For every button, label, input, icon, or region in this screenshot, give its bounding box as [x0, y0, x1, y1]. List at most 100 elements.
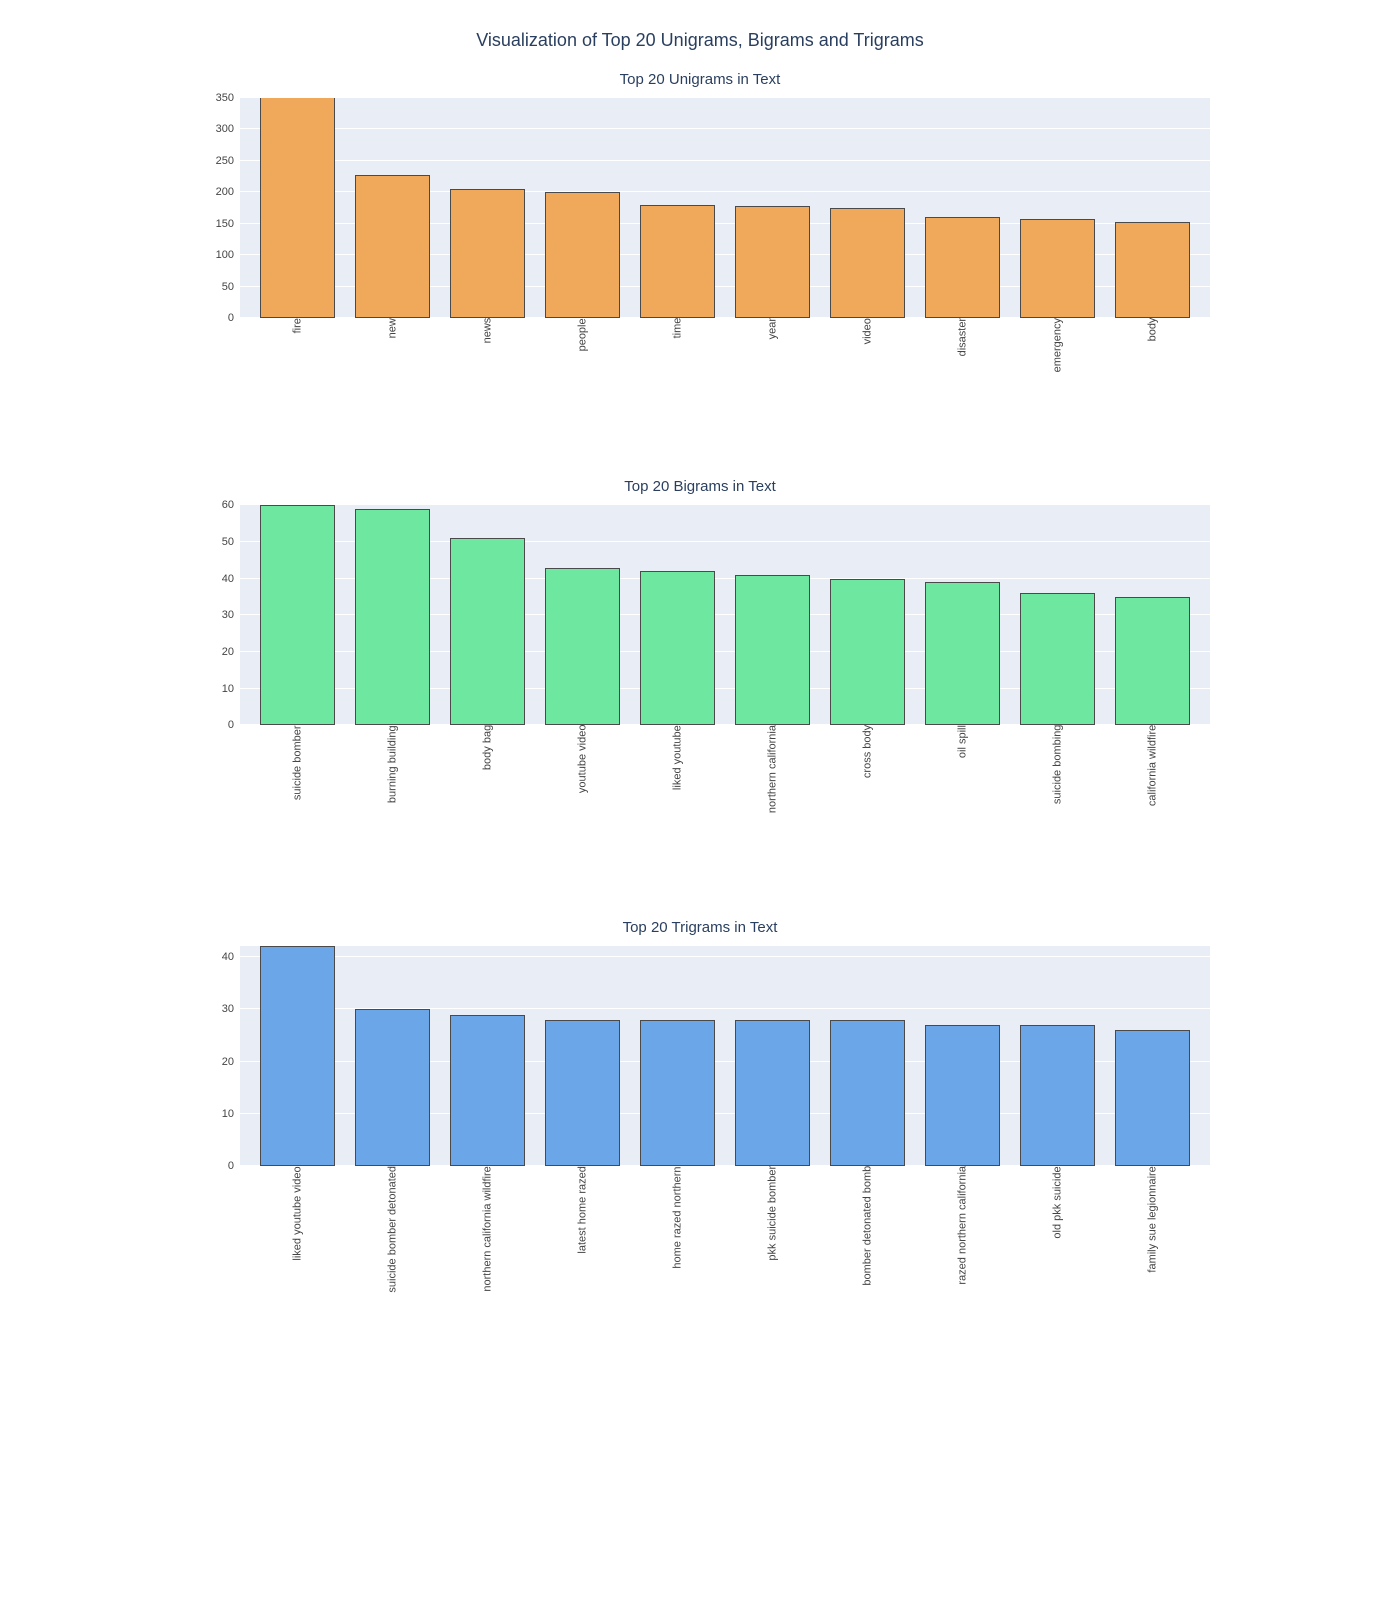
- x-tick: disaster: [925, 318, 1000, 378]
- bar: [830, 579, 905, 726]
- y-axis: 010203040: [190, 946, 240, 1166]
- x-axis: firenewnewspeopletimeyearvideodisasterem…: [240, 318, 1210, 378]
- y-tick: 0: [228, 1160, 234, 1172]
- x-axis: suicide bomber burning building body bag yo…: [240, 725, 1210, 819]
- plot-row: 010203040: [190, 946, 1210, 1166]
- bar: [640, 205, 715, 318]
- x-tick: suicide bomber detonated: [355, 1166, 430, 1299]
- bar: [735, 206, 810, 318]
- x-tick: northern california: [735, 725, 810, 819]
- y-axis: 0102030405060: [190, 505, 240, 725]
- x-tick: razed northern california: [925, 1166, 1000, 1299]
- x-tick: bomber detonated bomb: [830, 1166, 905, 1299]
- x-tick: latest home razed: [545, 1166, 620, 1299]
- bar: [640, 571, 715, 725]
- x-axis: liked youtube video suicide bomber detona…: [240, 1166, 1210, 1299]
- bar: [355, 509, 430, 725]
- y-tick: 20: [222, 646, 234, 658]
- x-tick: california wildfire: [1115, 725, 1190, 819]
- x-tick: suicide bombing: [1020, 725, 1095, 819]
- y-tick: 150: [216, 218, 234, 230]
- chart-block: Top 20 Unigrams in Text 0 50 100 150 200 250 30…: [190, 71, 1210, 378]
- plot-row: 0102030405060: [190, 505, 1210, 725]
- bar: [545, 568, 620, 726]
- x-tick: body bag: [450, 725, 525, 819]
- x-tick: time: [640, 318, 715, 378]
- main-title: Visualization of Top 20 Unigrams, Bigram…: [0, 30, 1400, 51]
- plot-area: [240, 946, 1210, 1166]
- x-tick: northern california wildfire: [450, 1166, 525, 1299]
- bar: [640, 1020, 715, 1167]
- y-tick: 50: [222, 536, 234, 548]
- chart-block: Top 20 Trigrams in Text 0 10 20 30 40 liked yo…: [190, 919, 1210, 1299]
- x-tick: cross body: [830, 725, 905, 819]
- chart-subtitle: Top 20 Unigrams in Text: [190, 71, 1210, 88]
- bar: [925, 217, 1000, 318]
- bars-group: [240, 505, 1210, 725]
- bars-group: [240, 98, 1210, 318]
- y-tick: 60: [222, 499, 234, 511]
- y-tick: 250: [216, 155, 234, 167]
- y-tick: 0: [228, 719, 234, 731]
- x-tick: news: [450, 318, 525, 378]
- y-tick: 300: [216, 123, 234, 135]
- y-tick: 20: [222, 1056, 234, 1068]
- bar: [735, 575, 810, 725]
- y-tick: 30: [222, 609, 234, 621]
- bar: [830, 208, 905, 318]
- bar: [1020, 1025, 1095, 1166]
- x-tick: family sue legionnaire: [1115, 1166, 1190, 1299]
- y-tick: 100: [216, 249, 234, 261]
- bar: [925, 582, 1000, 725]
- bar: [1115, 222, 1190, 318]
- x-tick: suicide bomber: [260, 725, 335, 819]
- plot-area: [240, 98, 1210, 318]
- chart-subtitle: Top 20 Trigrams in Text: [190, 919, 1210, 936]
- bar: [450, 1015, 525, 1167]
- y-axis: 050100150200250300350: [190, 98, 240, 318]
- x-tick: pkk suicide bomber: [735, 1166, 810, 1299]
- chart-container: Visualization of Top 20 Unigrams, Bigram…: [0, 0, 1400, 1359]
- charts-root: Top 20 Unigrams in Text05010015020025030…: [0, 71, 1400, 1299]
- x-tick: burning building: [355, 725, 430, 819]
- x-tick: people: [545, 318, 620, 378]
- bar: [355, 175, 430, 318]
- y-tick: 0: [228, 312, 234, 324]
- x-tick: old pkk suicide: [1020, 1166, 1095, 1299]
- y-tick: 40: [222, 951, 234, 963]
- chart-subtitle: Top 20 Bigrams in Text: [190, 478, 1210, 495]
- bar: [1115, 597, 1190, 725]
- chart-block: Top 20 Bigrams in Text 0 10 20 30 40 50 60 suici…: [190, 478, 1210, 819]
- x-tick: youtube video: [545, 725, 620, 819]
- bar: [830, 1020, 905, 1167]
- y-tick: 200: [216, 186, 234, 198]
- plot-area: [240, 505, 1210, 725]
- y-tick: 10: [222, 683, 234, 695]
- x-tick: video: [830, 318, 905, 378]
- bars-group: [240, 946, 1210, 1166]
- y-tick: 50: [222, 281, 234, 293]
- bar: [1020, 219, 1095, 318]
- x-tick: liked youtube video: [260, 1166, 335, 1299]
- bar: [1115, 1030, 1190, 1166]
- bar: [355, 1009, 430, 1166]
- x-tick: home razed northern: [640, 1166, 715, 1299]
- bar: [735, 1020, 810, 1167]
- bar: [925, 1025, 1000, 1166]
- x-tick: emergency: [1020, 318, 1095, 378]
- x-tick: oil spill: [925, 725, 1000, 819]
- y-tick: 10: [222, 1108, 234, 1120]
- bar: [545, 1020, 620, 1167]
- y-tick: 30: [222, 1003, 234, 1015]
- bar: [1020, 593, 1095, 725]
- plot-row: 050100150200250300350: [190, 98, 1210, 318]
- bar: [545, 192, 620, 318]
- x-tick: liked youtube: [640, 725, 715, 819]
- y-tick: 350: [216, 92, 234, 104]
- bar: [260, 946, 335, 1166]
- bar: [260, 505, 335, 725]
- bar: [260, 98, 335, 318]
- x-tick: year: [735, 318, 810, 378]
- y-tick: 40: [222, 573, 234, 585]
- x-tick: new: [355, 318, 430, 378]
